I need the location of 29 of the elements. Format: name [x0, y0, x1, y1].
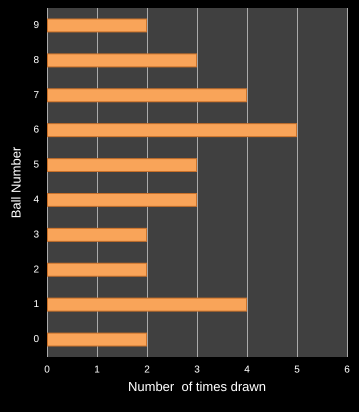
y-tick-label: 4	[33, 194, 40, 206]
y-tick-label: 3	[33, 229, 40, 240]
x-tick-label: 5	[294, 364, 300, 376]
x-tick-label: 1	[94, 364, 100, 376]
y-tick-label: 2	[33, 264, 40, 276]
bar	[47, 158, 197, 172]
y-tick-label: 9	[33, 20, 40, 31]
x-tick-label: 3	[194, 364, 200, 376]
y-tick-label: 0	[33, 334, 40, 346]
y-axis-title: Ball Number	[8, 146, 24, 218]
y-tick-label: 1	[33, 299, 40, 310]
bar	[47, 298, 247, 312]
bar	[47, 192, 197, 207]
y-tick-label: 6	[33, 124, 40, 136]
x-tick-label: 0	[44, 364, 50, 376]
x-tick-label: 6	[344, 364, 350, 376]
bar	[47, 88, 247, 102]
x-tick-label: 4	[244, 364, 250, 376]
y-tick-label: 5	[33, 160, 40, 171]
bar	[47, 123, 297, 138]
bar	[47, 262, 147, 277]
y-tick-label: 7	[33, 90, 40, 101]
bar	[47, 228, 147, 242]
bar	[47, 53, 197, 68]
bar	[47, 18, 147, 32]
x-axis-title: Number of times drawn	[128, 378, 266, 394]
bar	[47, 332, 147, 347]
x-tick-label: 2	[144, 364, 150, 376]
y-tick-label: 8	[33, 54, 40, 66]
